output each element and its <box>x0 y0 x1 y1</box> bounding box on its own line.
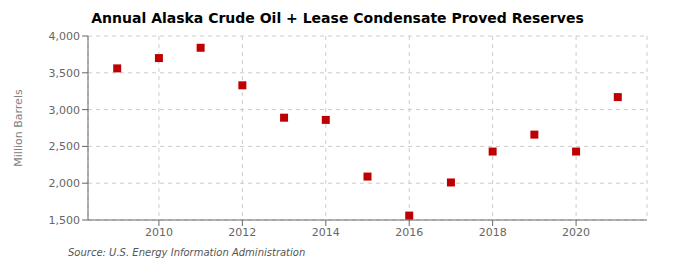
svg-text:2,500: 2,500 <box>49 140 81 153</box>
svg-text:2018: 2018 <box>479 226 507 239</box>
svg-text:Million Barrels: Million Barrels <box>12 89 25 167</box>
svg-text:1,500: 1,500 <box>49 214 81 227</box>
svg-text:3,000: 3,000 <box>49 104 81 117</box>
html-text:Source: U.S. Energy Informatio: Source: U.S. Energy Information Administ… <box>68 247 306 258</box>
svg-text:2014: 2014 <box>312 226 340 239</box>
svg-text:3,500: 3,500 <box>49 67 81 80</box>
html-text:Annual Alaska Crude Oil + Leas: Annual Alaska Crude Oil + Lease Condensa… <box>91 10 584 26</box>
svg-text:2016: 2016 <box>395 226 423 239</box>
svg-text:2010: 2010 <box>145 226 173 239</box>
svg-text:2012: 2012 <box>228 226 256 239</box>
svg-text:2020: 2020 <box>562 226 590 239</box>
svg-text:4,000: 4,000 <box>49 30 81 43</box>
svg-text:2,000: 2,000 <box>49 177 81 190</box>
